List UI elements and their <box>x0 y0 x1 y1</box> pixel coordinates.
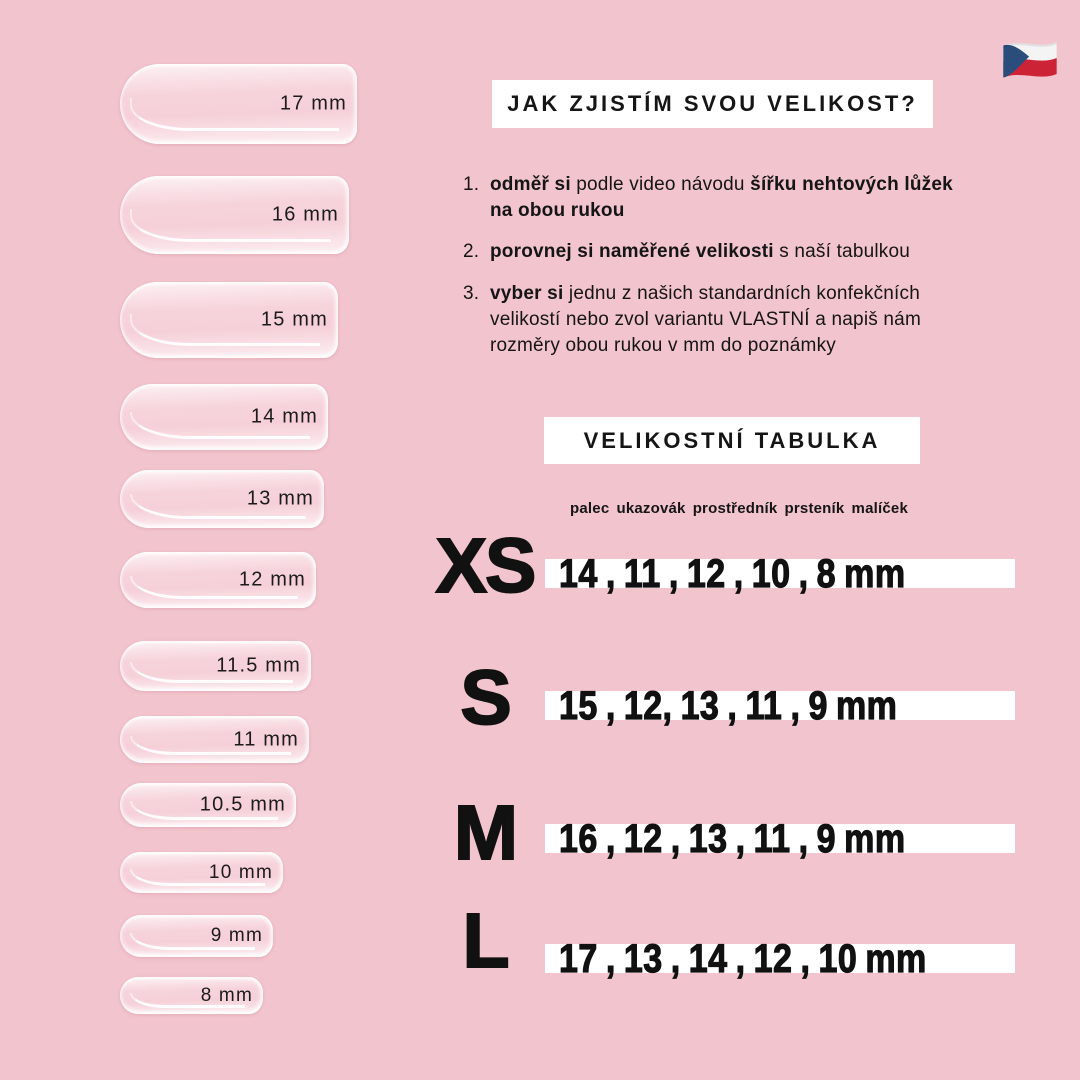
finger-header-malicek: malíček <box>851 500 908 517</box>
nail-tip-10-mm: 10 mm <box>120 852 283 893</box>
nail-size-column: 17 mm 16 mm 15 mm 14 mm 13 mm 12 mm 11.5 mm 11 … <box>0 0 430 1080</box>
czech-flag-icon <box>1003 42 1057 78</box>
size-label-s: S <box>459 655 512 741</box>
nail-tip-17-mm: 17 mm <box>120 64 357 144</box>
size-values-strip-s: 15 , 12, 13 , 11 , 9 mm <box>545 685 1015 727</box>
nail-size-label: 15 mm <box>260 308 328 331</box>
nail-size-label: 11 mm <box>233 728 299 750</box>
nail-tip-12-mm: 12 mm <box>120 552 316 608</box>
instruction-step-2: 2. porovnej si naměřené velikosti s naší … <box>463 239 1003 265</box>
nail-tip-15-mm: 15 mm <box>120 282 338 358</box>
size-label-xs: XS <box>435 523 538 609</box>
size-label-l: L <box>461 898 510 984</box>
page-title: JAK ZJISTÍM SVOU VELIKOST? <box>492 80 933 128</box>
step-text: odměř si podle video návodu šířku nehtov… <box>490 174 953 222</box>
page-title-text: JAK ZJISTÍM SVOU VELIKOST? <box>507 91 918 116</box>
finger-headers-row: palec ukazovák prostředník prsteník malíček <box>570 500 908 517</box>
nail-tip-14-mm: 14 mm <box>120 384 328 450</box>
size-values-strip-l: 17 , 13 , 14 , 12 , 10 mm <box>545 938 1015 980</box>
nail-size-label: 13 mm <box>246 487 314 510</box>
step-text: porovnej si naměřené velikosti s naší ta… <box>490 241 911 263</box>
step-number: 1. <box>463 174 480 195</box>
nail-tip-9-mm: 9 mm <box>120 915 273 957</box>
nail-tip-11-5-mm: 11.5 mm <box>120 641 311 691</box>
nail-tip-8-mm: 8 mm <box>120 977 263 1014</box>
nail-size-label: 11.5 mm <box>216 654 301 677</box>
nail-size-label: 17 mm <box>279 92 347 115</box>
nail-size-label: 10.5 mm <box>199 793 286 816</box>
size-values-strip-xs: 14 , 11 , 12 , 10 , 8 mm <box>545 553 1015 595</box>
nail-size-label: 8 mm <box>200 984 253 1006</box>
nail-tip-16-mm: 16 mm <box>120 176 349 254</box>
size-table-title: VELIKOSTNÍ TABULKA <box>544 417 920 464</box>
nail-size-label: 10 mm <box>208 861 273 883</box>
instructions-list: 1. odměř si podle video návodu šířku neht… <box>463 172 1003 374</box>
size-values-text: 16 , 12 , 13 , 11 , 9 mm <box>558 817 906 861</box>
size-values-text: 17 , 13 , 14 , 12 , 10 mm <box>558 937 927 981</box>
instruction-step-3: 3. vyber si jednu z našich standardních k… <box>463 281 1003 360</box>
size-label-m: M <box>453 790 519 876</box>
finger-header-prstenik: prsteník <box>784 500 845 517</box>
instruction-step-1: 1. odměř si podle video návodu šířku neht… <box>463 172 1003 224</box>
finger-header-ukazovak: ukazovák <box>616 500 686 517</box>
size-values-strip-m: 16 , 12 , 13 , 11 , 9 mm <box>545 818 1015 860</box>
step-text: vyber si jednu z našich standardních kon… <box>490 282 921 357</box>
nail-size-label: 14 mm <box>250 405 318 428</box>
finger-header-prostrednik: prostředník <box>692 500 778 517</box>
step-number: 3. <box>463 282 480 304</box>
size-table-title-text: VELIKOSTNÍ TABULKA <box>583 427 881 453</box>
size-values-text: 15 , 12, 13 , 11 , 9 mm <box>558 684 898 728</box>
step-number: 2. <box>463 241 480 263</box>
nail-size-label: 9 mm <box>210 925 263 946</box>
nail-size-label: 16 mm <box>271 203 339 226</box>
finger-header-palec: palec <box>570 500 610 517</box>
nail-size-label: 12 mm <box>238 568 306 591</box>
nail-tip-13-mm: 13 mm <box>120 470 324 528</box>
nail-tip-10-5-mm: 10.5 mm <box>120 783 296 827</box>
size-values-text: 14 , 11 , 12 , 10 , 8 mm <box>558 552 906 596</box>
nail-tip-11-mm: 11 mm <box>120 716 309 763</box>
